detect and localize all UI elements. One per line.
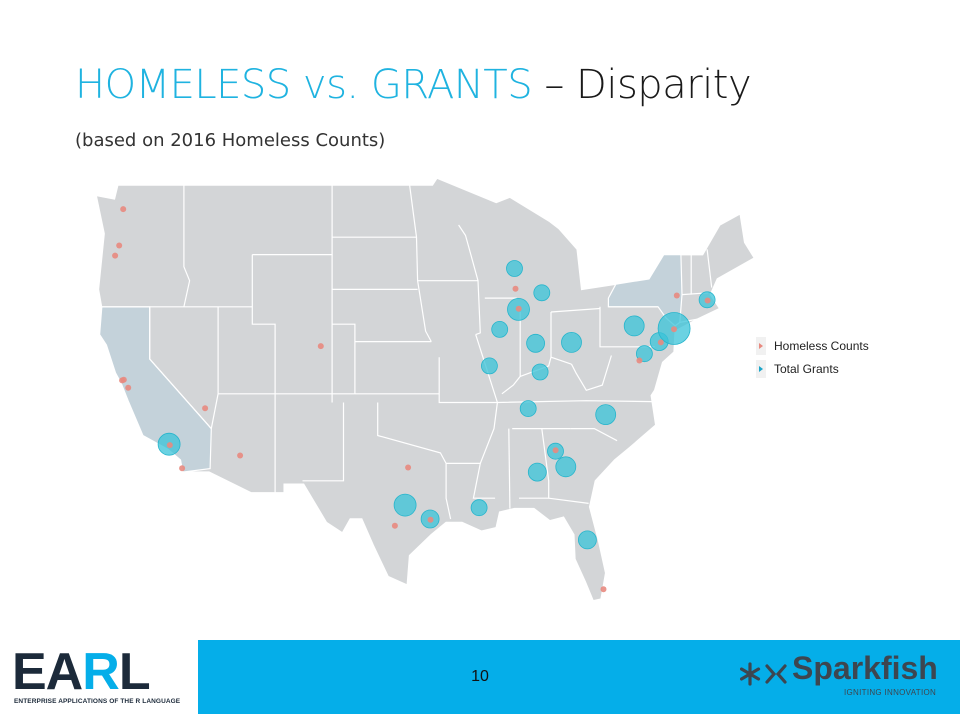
grant-bubble[interactable] [519, 400, 537, 418]
grant-bubble[interactable] [491, 320, 509, 338]
slide-subtitle: (based on 2016 Homeless Counts) [75, 130, 386, 151]
grant-bubble[interactable] [527, 462, 547, 482]
homeless-dot[interactable] [120, 376, 127, 383]
homeless-dot[interactable] [427, 516, 434, 523]
grant-bubble[interactable] [393, 493, 417, 517]
homeless-dot[interactable] [405, 464, 412, 471]
earl-logo: EARL ENTERPRISE APPLICATIONS OF THE R LA… [12, 643, 181, 705]
grant-bubble[interactable] [623, 315, 645, 337]
state-border [332, 323, 356, 394]
slide-title-rest: – Disparity [532, 62, 752, 108]
homeless-dot[interactable] [671, 326, 677, 333]
state-border [550, 307, 601, 313]
legend-swatch-homeless [756, 336, 766, 355]
homeless-dot[interactable] [120, 206, 127, 213]
legend-label-grants: Total Grants [774, 361, 839, 376]
grant-bubble[interactable] [555, 456, 577, 478]
sparkfish-tagline: IGNITING INNOVATION [844, 688, 937, 697]
state-border [149, 306, 212, 429]
state-border [183, 185, 191, 307]
state-border [570, 355, 612, 392]
slide-title: HOMELESS vs. GRANTS – Disparity [75, 62, 752, 108]
homeless-dot[interactable] [116, 242, 123, 249]
state-border [519, 428, 550, 499]
homeless-dot[interactable] [673, 292, 680, 299]
homeless-dot[interactable] [600, 586, 607, 593]
homeless-dot[interactable] [179, 465, 186, 472]
earl-tagline: ENTERPRISE APPLICATIONS OF THE R LANGUAG… [14, 698, 181, 705]
footer-bar [198, 640, 960, 714]
homeless-dot[interactable] [112, 252, 119, 259]
state-border [302, 402, 345, 482]
state-border [706, 249, 713, 288]
state-shapes [95, 177, 756, 602]
grant-bubble[interactable] [506, 260, 523, 277]
state-border [508, 428, 511, 509]
homeless-dot[interactable] [512, 285, 519, 292]
grant-bubbles [157, 260, 716, 550]
grant-bubble[interactable] [577, 530, 597, 550]
state-border [548, 497, 589, 504]
legend-label-homeless: Homeless Counts [774, 338, 869, 353]
legend-item-grants[interactable]: Total Grants [756, 357, 869, 380]
homeless-dot[interactable] [636, 357, 643, 364]
grant-bubble[interactable] [533, 284, 551, 302]
legend-swatch-grants [756, 359, 766, 378]
grant-bubble[interactable] [470, 499, 488, 517]
grant-bubble[interactable] [561, 331, 582, 353]
us-land [95, 177, 756, 602]
homeless-dot[interactable] [552, 447, 559, 454]
grant-bubble[interactable] [595, 404, 617, 426]
homeless-dot[interactable] [704, 297, 711, 304]
homeless-dot[interactable] [202, 405, 209, 412]
slide-title-accent: HOMELESS vs. GRANTS [75, 62, 533, 108]
homeless-dots [112, 206, 711, 593]
grant-bubble[interactable] [526, 333, 546, 353]
state-border [501, 312, 521, 395]
state-border [438, 357, 498, 404]
state-border [458, 224, 479, 281]
state-border [417, 280, 481, 336]
sparkfish-name: Sparkfish [792, 650, 938, 686]
map-legend: Homeless Counts Total Grants [756, 334, 869, 380]
grant-bubble[interactable] [480, 357, 498, 375]
state-border [570, 428, 618, 442]
state-border [472, 334, 499, 499]
homeless-dot[interactable] [391, 522, 398, 529]
homeless-dot[interactable] [317, 343, 324, 350]
homeless-dot[interactable] [657, 339, 664, 346]
sparkfish-logo: Sparkfish IGNITING INNOVATION [740, 650, 940, 704]
legend-item-homeless[interactable]: Homeless Counts [756, 334, 869, 357]
state-border [251, 254, 276, 493]
sparkfish-mark-icon [740, 662, 787, 686]
state-border [599, 306, 655, 348]
us-map [95, 177, 756, 602]
homeless-dot[interactable] [237, 452, 244, 459]
grant-bubble[interactable] [531, 363, 549, 381]
homeless-dot[interactable] [166, 442, 173, 449]
page-number: 10 [471, 668, 489, 685]
state-border [377, 402, 452, 520]
homeless-dot[interactable] [515, 305, 522, 312]
homeless-dot[interactable] [125, 384, 132, 391]
